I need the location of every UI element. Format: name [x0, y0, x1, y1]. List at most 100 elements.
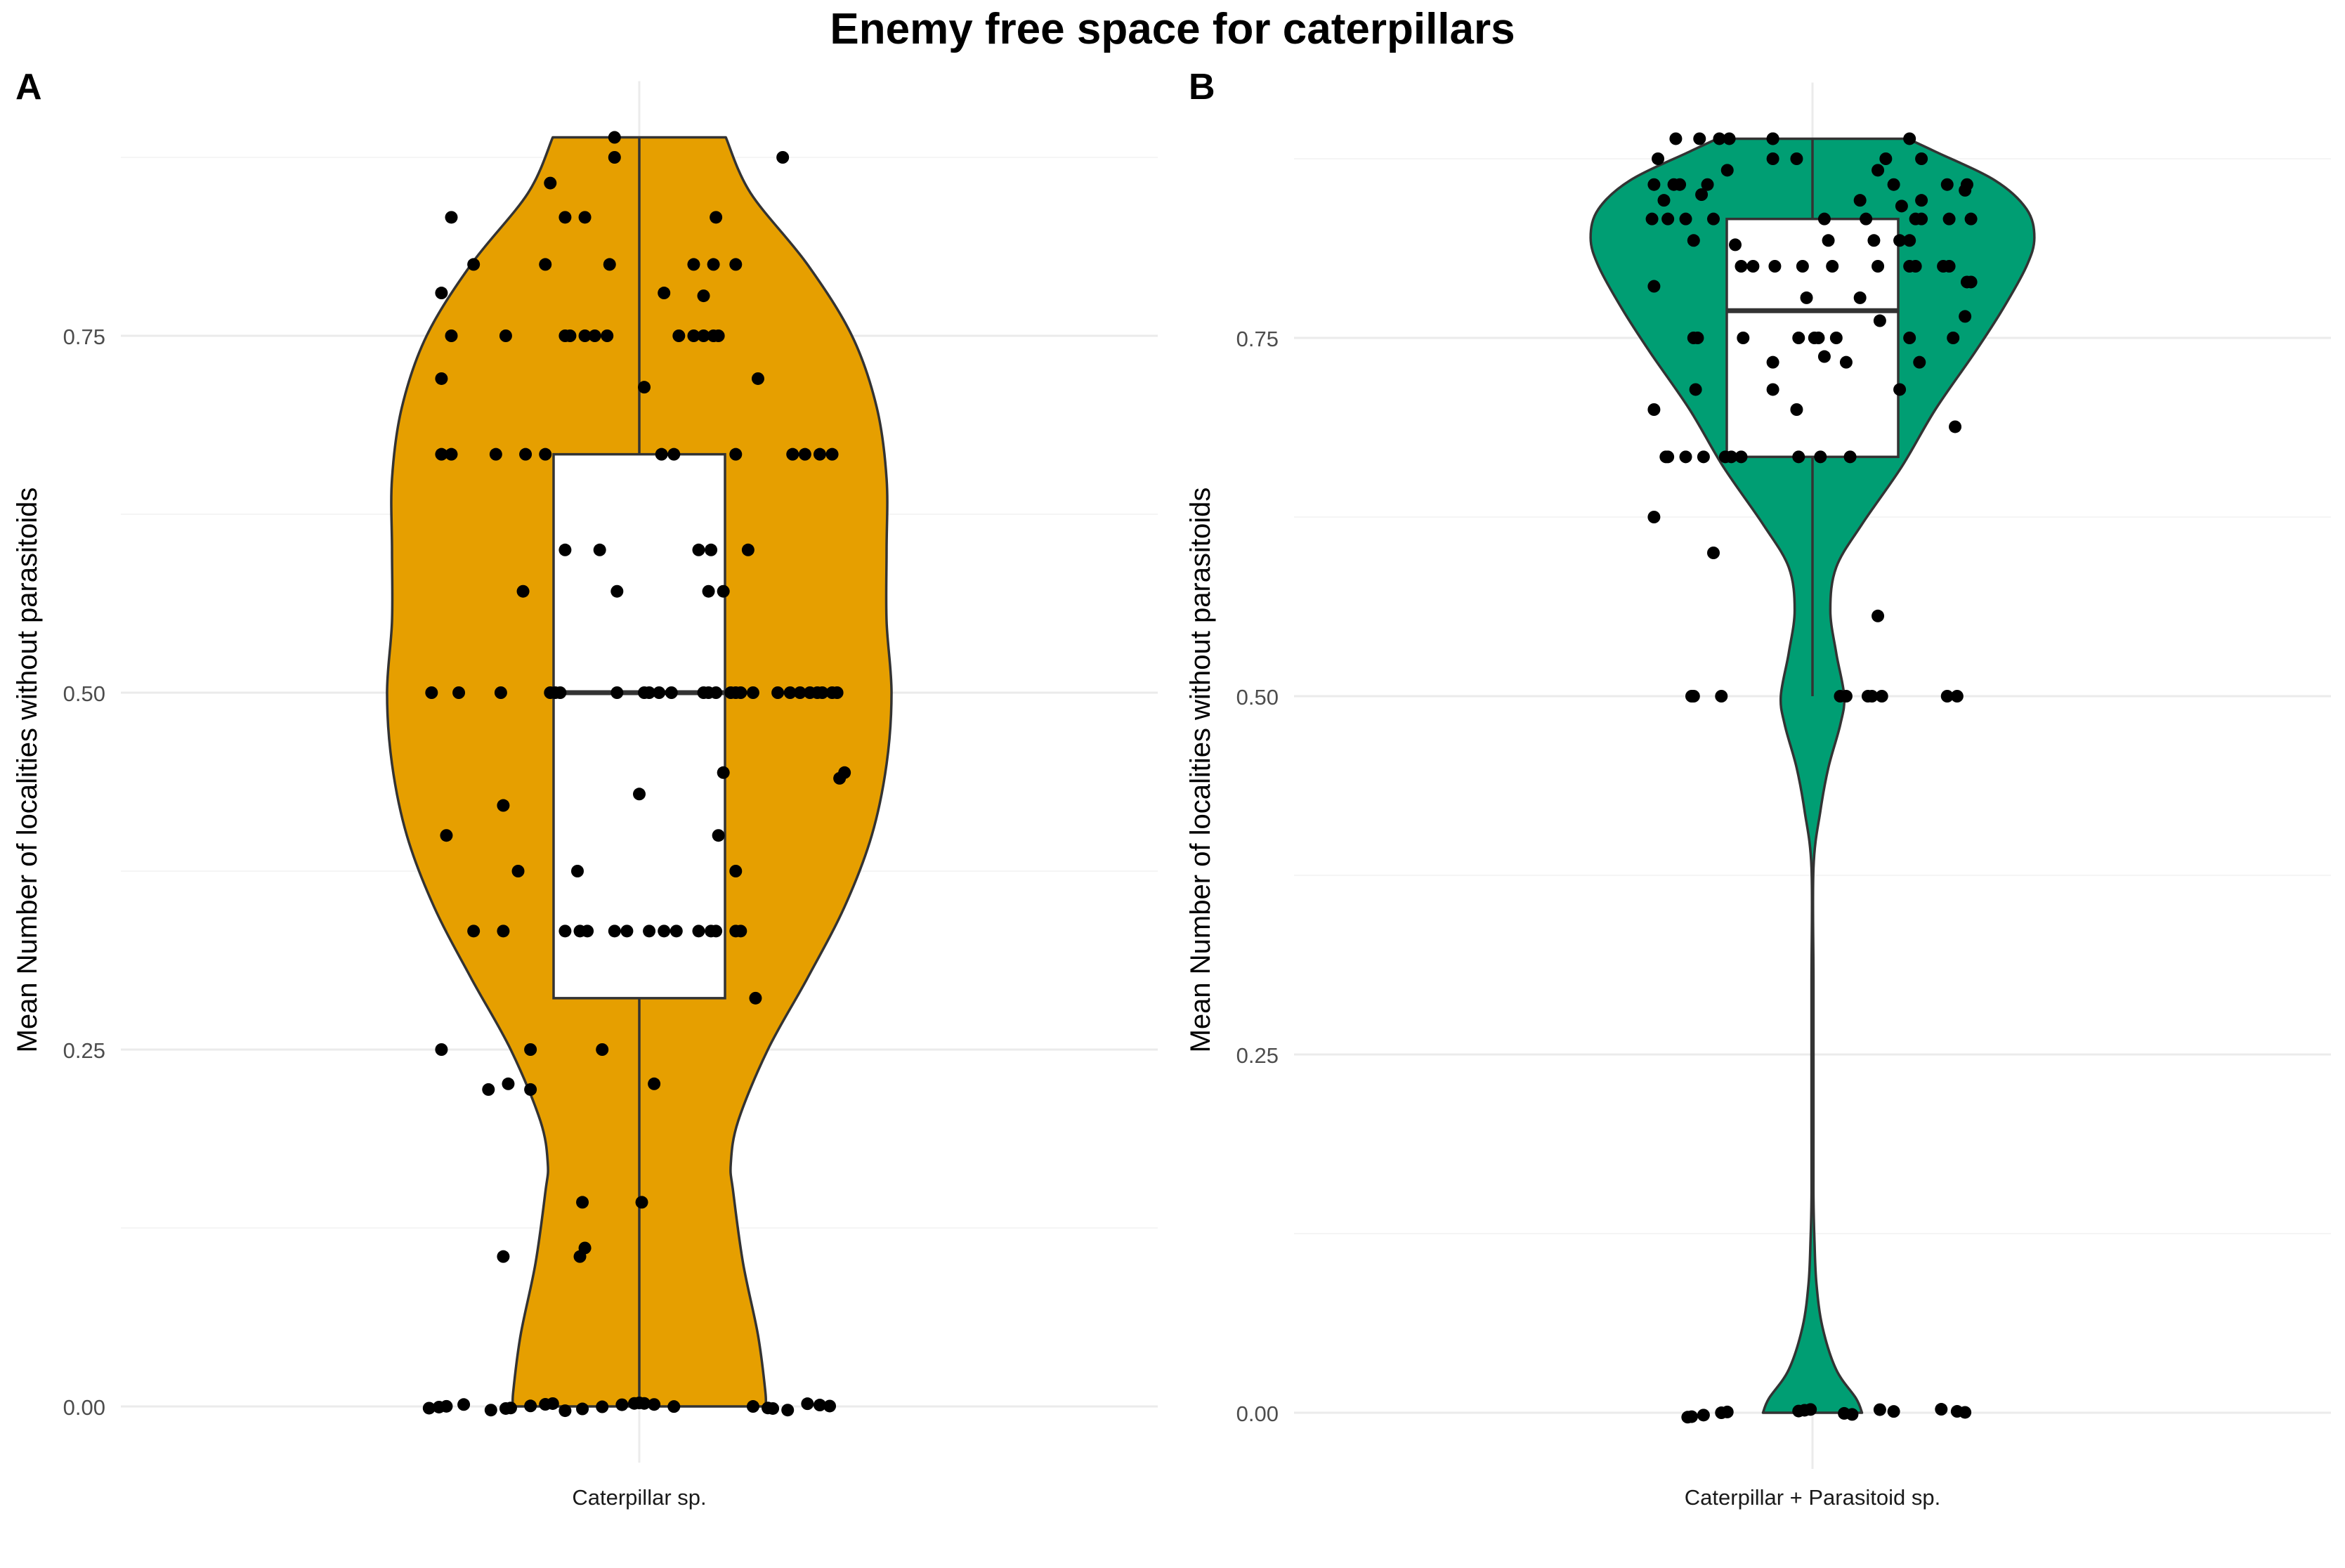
panel-b-data-point: [1843, 450, 1857, 464]
panel-a-data-point: [445, 447, 458, 461]
panel-b-data-point: [1949, 420, 1962, 433]
panel-b-data-point: [1720, 164, 1734, 177]
panel-b-data-point: [1713, 132, 1726, 145]
panel-b-data-point: [1766, 383, 1779, 396]
panel-a-data-point: [563, 329, 577, 342]
panel-b-data-point: [1895, 200, 1908, 213]
panel-a-data-point: [783, 686, 797, 699]
panel-b-data-point: [1940, 178, 1954, 191]
panel-b-data-point: [1959, 310, 1972, 323]
panel-b-data-point: [1879, 152, 1893, 165]
panel-b-data-point: [1942, 212, 1956, 226]
panel-a-data-point: [445, 329, 458, 342]
panel-b-data-point: [1913, 355, 1926, 369]
panel-b-data-point: [1846, 1408, 1859, 1421]
panel-b-data-point: [1647, 280, 1661, 293]
panel-a-data-point: [643, 686, 656, 699]
panel-a-x-tick-labels: Caterpillar sp.: [572, 1485, 706, 1510]
panel-a-data-point: [749, 991, 762, 1005]
panel-a-data-point: [707, 258, 720, 271]
panel-b-data-point: [1903, 132, 1916, 145]
panel-b-data-point: [1893, 234, 1907, 247]
panel-a-data-point: [687, 258, 700, 271]
panel-a-data-point: [554, 686, 567, 699]
panel-b-x-tick-label: Caterpillar + Parasitoid sp.: [1685, 1485, 1940, 1510]
panel-a-data-point: [638, 1397, 651, 1410]
panel-a-data-point: [697, 329, 710, 342]
panel-a-data-point: [502, 1077, 515, 1090]
panel-a-data-point: [482, 1083, 495, 1096]
panel-b-data-point: [1715, 690, 1728, 703]
panel-b-data-point: [1725, 450, 1738, 464]
panel-b-data-point: [1903, 260, 1916, 273]
panel-b-data-point: [1860, 212, 1873, 226]
panel-a-data-point: [665, 686, 678, 699]
panel-a-data-point: [658, 287, 671, 300]
panel-a-data-point: [499, 329, 512, 342]
panel-a-data-point: [692, 925, 705, 938]
panel-a-data-point: [539, 258, 552, 271]
panel-b-data-point: [1872, 609, 1885, 622]
panel-b-y-axis-title: Mean Number of localities without parasi…: [1185, 488, 1216, 1053]
panel-a-data-point: [596, 1043, 609, 1056]
panel-a-data-point: [596, 1400, 609, 1413]
panel-a-data-point: [655, 447, 668, 461]
panel-a-data-point: [559, 1404, 572, 1418]
panel-b-data-point: [1853, 194, 1867, 207]
panel-b-data-point: [1735, 450, 1748, 464]
panel-a-data-point: [576, 1402, 589, 1416]
panel-b-data-point: [1792, 450, 1805, 464]
panel-b-label: B: [1189, 67, 1215, 107]
panel-a-data-point: [729, 258, 743, 271]
panel-b-y-tick-label: 0.50: [1236, 685, 1279, 710]
panel-b-data-point: [1679, 450, 1692, 464]
panel-b-data-point: [1695, 188, 1709, 201]
panel-b-data-point: [1790, 403, 1803, 416]
panel-a-data-point: [620, 925, 634, 938]
panel-a-data-point: [576, 1196, 589, 1209]
panel-a-data-point: [435, 447, 448, 461]
panel-a-data-point: [610, 686, 624, 699]
panel-b-data-point: [1947, 332, 1960, 344]
panel-b-data-point: [1853, 291, 1867, 304]
panel-a-data-point: [435, 372, 448, 385]
panel-b-data-point: [1875, 690, 1888, 703]
panel-b-data-point: [1673, 178, 1687, 191]
panel-b-data-point: [1707, 547, 1720, 559]
panel-b-data-point: [1915, 212, 1928, 226]
panel-b-data-point: [1829, 332, 1843, 344]
panel-a-data-point: [793, 686, 806, 699]
panel-a-y-tick-label: 0.50: [63, 681, 105, 706]
panel-b-data-point: [1903, 234, 1916, 247]
panel-b-y-tick-label: 0.75: [1236, 327, 1279, 351]
panel-a-data-point: [422, 1402, 436, 1415]
panel-a-data-point: [705, 543, 718, 556]
panel-b-data-point: [1652, 152, 1665, 165]
panel-a-data-point: [838, 766, 851, 779]
panel-b-data-point: [1893, 383, 1907, 396]
panel-a-label: A: [15, 67, 42, 107]
panel-b-data-point: [1935, 1403, 1948, 1416]
panel-a-data-point: [435, 287, 448, 300]
panel-b-data-point: [1768, 260, 1782, 273]
panel-b-y-tick-label: 0.00: [1236, 1402, 1279, 1426]
panel-b-data-point: [1915, 152, 1928, 165]
panel-a-data-point: [648, 1077, 661, 1090]
panel-b-data-point: [1960, 178, 1973, 191]
panel-a-data-point: [608, 131, 621, 144]
panel-b-y-tick-label: 0.25: [1236, 1043, 1279, 1068]
panel-a-data-point: [524, 1399, 537, 1413]
panel-a-data-point: [710, 925, 723, 938]
panel-a-data-point: [741, 543, 755, 556]
panel-a-data-point: [751, 372, 764, 385]
panel-b-data-point: [1887, 1405, 1900, 1418]
panel-a-data-point: [823, 1399, 837, 1413]
panel-b-data-point: [1737, 332, 1750, 344]
panel-a-data-point: [497, 1250, 510, 1263]
panel-b-data-point: [1826, 260, 1839, 273]
panel-b-data-point: [1873, 314, 1886, 327]
panel-a-data-point: [544, 176, 557, 190]
panel-a-data-point: [489, 447, 502, 461]
panel-a-data-point: [546, 1397, 559, 1410]
